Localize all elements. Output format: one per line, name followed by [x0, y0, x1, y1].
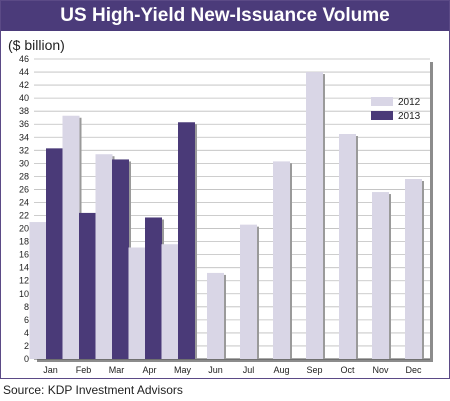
bar-2012	[339, 134, 356, 359]
y-tick-label: 28	[19, 171, 29, 181]
x-tick-label: Jun	[208, 365, 223, 375]
bar-2012	[95, 154, 113, 359]
y-tick-label: 6	[24, 315, 29, 325]
legend-swatch-2012	[371, 97, 393, 106]
bar-2013	[112, 159, 129, 359]
x-tick-label: Oct	[340, 365, 355, 375]
bar-2013	[79, 212, 96, 359]
legend-swatch-2013	[371, 111, 393, 120]
bar-2012	[161, 244, 179, 359]
bar-2012	[405, 179, 422, 359]
y-tick-label: 38	[19, 106, 29, 116]
y-tick-label: 42	[19, 80, 29, 90]
x-tick-label: Feb	[76, 365, 92, 375]
y-tick-label: 20	[19, 224, 29, 234]
y-tick-label: 4	[24, 328, 29, 338]
y-tick-label: 10	[19, 289, 29, 299]
y-tick-label: 8	[24, 302, 29, 312]
chart-title: US High-Yield New-Issuance Volume	[1, 1, 449, 31]
x-axis-ticks: Jan Feb Mar Apr May Jun Jul Aug Sep Oct Nov Dec	[43, 365, 422, 375]
y-tick-label: 2	[24, 341, 29, 351]
y-tick-label: 12	[19, 276, 29, 286]
y-tick-label: 18	[19, 237, 29, 247]
y-tick-label: 32	[19, 145, 29, 155]
bar-2012	[29, 222, 47, 359]
legend: 2012 2013	[371, 97, 421, 122]
bar-2012	[128, 247, 146, 359]
x-tick-label: May	[174, 365, 192, 375]
x-tick-label: Aug	[273, 365, 289, 375]
y-tick-label: 36	[19, 119, 29, 129]
source-note: Source: KDP Investment Advisors	[3, 383, 183, 397]
x-tick-label: Jan	[43, 365, 58, 375]
bar-2012	[62, 115, 80, 359]
bar-2013	[145, 217, 162, 359]
y-tick-label: 14	[19, 263, 29, 273]
y-tick-label: 24	[19, 197, 29, 207]
bar-2012	[372, 192, 389, 359]
y-tick-label: 26	[19, 184, 29, 194]
bar-2012	[306, 72, 323, 359]
y-tick-label: 34	[19, 132, 29, 142]
bar-2012	[240, 224, 257, 359]
x-tick-label: Apr	[142, 365, 156, 375]
x-tick-label: Jul	[243, 365, 255, 375]
x-tick-label: Dec	[405, 365, 422, 375]
y-tick-label: 0	[24, 354, 29, 364]
y-tick-label: 44	[19, 67, 29, 77]
y-axis-ticks: 0246810121416182022242628303234363840424…	[19, 54, 29, 364]
y-tick-label: 40	[19, 93, 29, 103]
bar-2013	[46, 148, 63, 359]
bar-2013	[178, 122, 195, 360]
legend-label-2012: 2012	[398, 97, 421, 108]
bar-2012	[273, 161, 290, 359]
bar-2012	[207, 272, 224, 359]
bar-chart: 0246810121416182022242628303234363840424…	[19, 54, 433, 375]
x-tick-label: Mar	[109, 365, 125, 375]
y-tick-label: 22	[19, 211, 29, 221]
y-tick-label: 30	[19, 158, 29, 168]
x-tick-label: Nov	[372, 365, 389, 375]
y-axis-label: ($ billion)	[8, 37, 65, 53]
bars	[29, 72, 424, 360]
y-tick-label: 16	[19, 250, 29, 260]
y-tick-label: 46	[19, 54, 29, 64]
x-tick-label: Sep	[306, 365, 322, 375]
legend-label-2013: 2013	[398, 111, 421, 122]
